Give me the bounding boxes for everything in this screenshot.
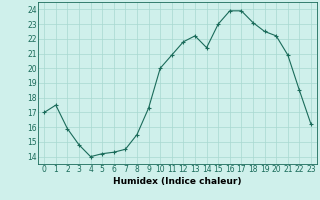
X-axis label: Humidex (Indice chaleur): Humidex (Indice chaleur) [113, 177, 242, 186]
